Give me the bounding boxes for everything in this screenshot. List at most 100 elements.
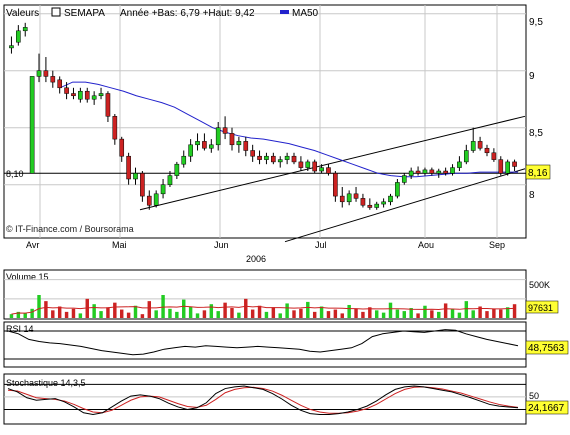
reference-level-label: 8,10: [6, 169, 24, 179]
volume-bar: [237, 312, 241, 318]
candle-body: [105, 93, 111, 117]
volume-bar: [457, 312, 462, 318]
candle-body: [16, 30, 21, 43]
volume-bar: [340, 313, 344, 318]
candle-body: [78, 90, 83, 100]
volume-bar: [499, 309, 503, 318]
stoch-k-line: [7, 385, 519, 415]
ma50-legend-swatch: [280, 10, 289, 14]
volume-bar: [512, 304, 517, 318]
candle-body: [512, 161, 517, 167]
volume-bar: [16, 311, 21, 318]
volume-average-line: [11, 305, 515, 315]
candle-body: [443, 170, 448, 174]
candle-body: [381, 201, 386, 205]
candle-body: [133, 173, 138, 180]
candle-body: [477, 141, 483, 149]
candle-body: [243, 141, 249, 151]
volume-bar: [319, 306, 324, 318]
volume-bar: [402, 311, 407, 318]
candle-body: [91, 95, 97, 100]
volume-bar: [430, 310, 434, 318]
stoch-last-box: [525, 400, 569, 415]
rsi-last-box: [525, 340, 569, 355]
volume-bar: [147, 301, 152, 318]
candle-body: [57, 79, 63, 89]
candle-body: [298, 161, 304, 168]
volume-bar: [230, 308, 234, 318]
candle-body: [326, 167, 331, 174]
year-label: 2006: [246, 254, 266, 264]
candle-body: [401, 175, 407, 183]
volume-bar: [299, 308, 303, 318]
volume-bar: [492, 308, 496, 318]
candle-body: [360, 198, 366, 206]
volume-bar: [388, 302, 393, 318]
volume-bar: [64, 311, 69, 318]
volume-bar: [347, 304, 351, 318]
candle-body: [257, 155, 262, 160]
candle-body: [367, 204, 373, 208]
volume-bar: [437, 311, 441, 318]
volume-bar: [133, 305, 138, 318]
volume-bar: [216, 311, 220, 318]
candle-body: [195, 141, 200, 146]
candle-body: [119, 138, 125, 157]
volume-bar: [423, 305, 427, 318]
price-panel: [3, 4, 527, 239]
volume-bar: [30, 308, 34, 318]
price-tick-label: 9: [529, 71, 535, 82]
candle-body: [415, 170, 421, 174]
volume-bar: [23, 313, 27, 318]
last-price-box: [525, 164, 551, 180]
candle-body: [71, 93, 76, 97]
volume-bar: [188, 306, 193, 318]
candle-body: [153, 193, 159, 206]
candle-body: [374, 203, 380, 208]
candle-body: [470, 141, 476, 151]
volume-title: Volume 15: [6, 272, 49, 282]
candle-body: [498, 159, 504, 174]
volume-tick-label: 500K: [529, 280, 550, 290]
volume-bar: [443, 303, 448, 318]
stoch-series: [4, 383, 526, 415]
candle-body: [229, 133, 235, 146]
volume-bar: [9, 314, 14, 318]
candle-body: [353, 193, 359, 199]
volume-bar: [195, 313, 200, 318]
volume-series: [4, 279, 526, 318]
volume-bar: [264, 311, 269, 318]
volume-bar: [119, 309, 124, 318]
month-label: Sep: [489, 240, 505, 250]
valeurs-checkbox[interactable]: [51, 7, 61, 17]
candle-body: [43, 70, 49, 77]
volume-last-box: [525, 300, 559, 314]
candle-body: [388, 195, 393, 203]
candle-body: [146, 195, 152, 206]
volume-bar: [78, 313, 83, 318]
volume-bar: [464, 301, 469, 318]
rsi-line: [7, 329, 519, 356]
month-label: Jun: [214, 240, 229, 250]
candlestick-series: [9, 22, 517, 210]
candle-body: [271, 155, 276, 163]
volume-bar: [374, 310, 379, 318]
candle-body: [112, 116, 118, 140]
volume-bar: [209, 304, 214, 318]
year-range-label: Année +Bas: 6,79 +Haut: 9,42: [120, 8, 255, 19]
volume-bar: [505, 307, 510, 318]
candle-body: [457, 161, 462, 168]
volume-bar: [113, 302, 117, 318]
month-axis: Avr Mai Jun Jul Aou Sep: [26, 240, 505, 250]
volume-bar: [326, 311, 331, 318]
candle-body: [395, 182, 400, 197]
candle-body: [450, 167, 455, 174]
month-label: Avr: [26, 240, 39, 250]
volume-last-label: 97631: [528, 303, 553, 313]
candle-body: [291, 155, 297, 163]
candle-body: [22, 27, 28, 32]
volume-bar: [354, 308, 358, 318]
rsi-series: [4, 329, 526, 360]
valeurs-label: Valeurs: [6, 8, 39, 19]
candle-body: [181, 155, 187, 165]
